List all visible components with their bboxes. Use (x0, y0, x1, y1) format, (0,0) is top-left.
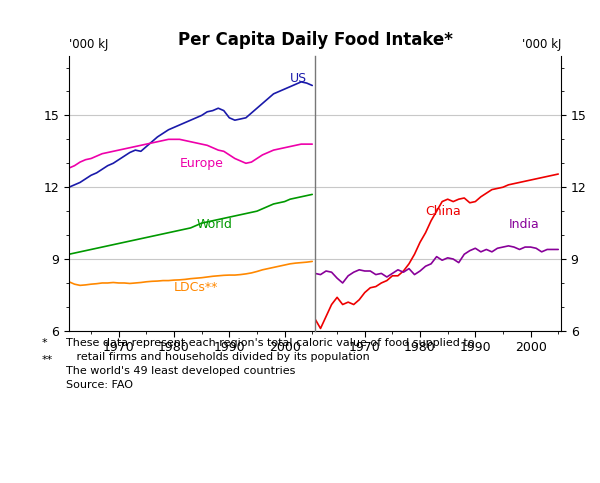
Text: India: India (508, 218, 539, 231)
Text: Europe: Europe (179, 157, 223, 170)
Text: '000 kJ: '000 kJ (69, 39, 109, 51)
Text: '000 kJ: '000 kJ (521, 39, 561, 51)
Text: US: US (290, 72, 307, 85)
Text: Per Capita Daily Food Intake*: Per Capita Daily Food Intake* (178, 31, 452, 49)
Text: These data represent each region's total caloric value of food supplied to
   re: These data represent each region's total… (66, 338, 475, 390)
Text: World: World (196, 218, 232, 231)
Text: LDCs**: LDCs** (174, 282, 218, 294)
Text: *
**: * ** (42, 338, 53, 381)
Text: China: China (425, 205, 461, 218)
